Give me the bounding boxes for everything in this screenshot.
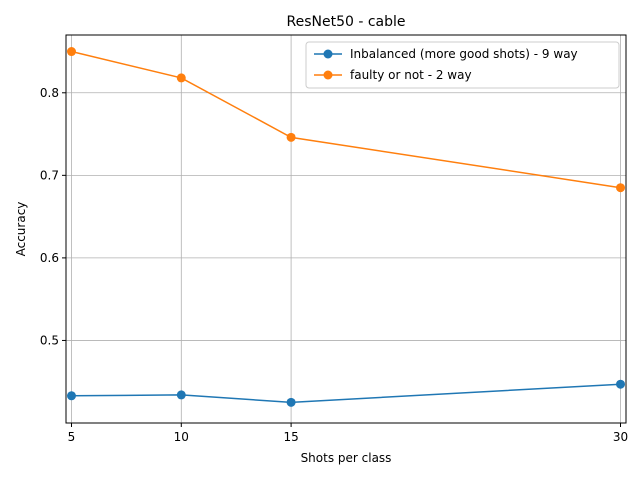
x-tick-label: 30 <box>613 430 628 444</box>
x-tick-label: 10 <box>174 430 189 444</box>
data-point <box>66 47 76 57</box>
y-tick-label: 0.7 <box>40 168 59 182</box>
legend-marker <box>323 49 333 59</box>
series-line-1 <box>71 50 621 189</box>
legend-label: faulty or not - 2 way <box>350 68 472 82</box>
data-point <box>176 73 186 83</box>
legend-label: Inbalanced (more good shots) - 9 way <box>350 47 578 61</box>
series-line-0 <box>71 383 621 404</box>
series-layer <box>66 47 626 407</box>
y-axis-label: Accuracy <box>14 202 28 257</box>
y-tick-label: 0.8 <box>40 86 59 100</box>
x-tick-label: 15 <box>283 430 298 444</box>
y-tick-label: 0.6 <box>40 251 59 265</box>
data-point <box>616 183 626 193</box>
legend-marker <box>323 70 333 80</box>
data-point <box>176 390 186 400</box>
y-axis: 0.5 0.6 0.7 0.8 <box>40 86 66 347</box>
plot-frame <box>65 34 627 424</box>
y-tick-label: 0.5 <box>40 333 59 347</box>
x-axis-label: Shots per class <box>301 451 392 465</box>
data-point <box>286 132 296 142</box>
data-point <box>66 391 76 401</box>
x-axis: 5 10 15 30 <box>68 423 628 444</box>
data-point <box>286 397 296 407</box>
x-tick-label: 5 <box>68 430 76 444</box>
data-point <box>616 379 626 389</box>
legend: Inbalanced (more good shots) - 9 way faul… <box>305 41 620 89</box>
legend-box <box>305 41 620 89</box>
chart-title: ResNet50 - cable <box>286 14 405 30</box>
grid-lines <box>66 35 626 423</box>
